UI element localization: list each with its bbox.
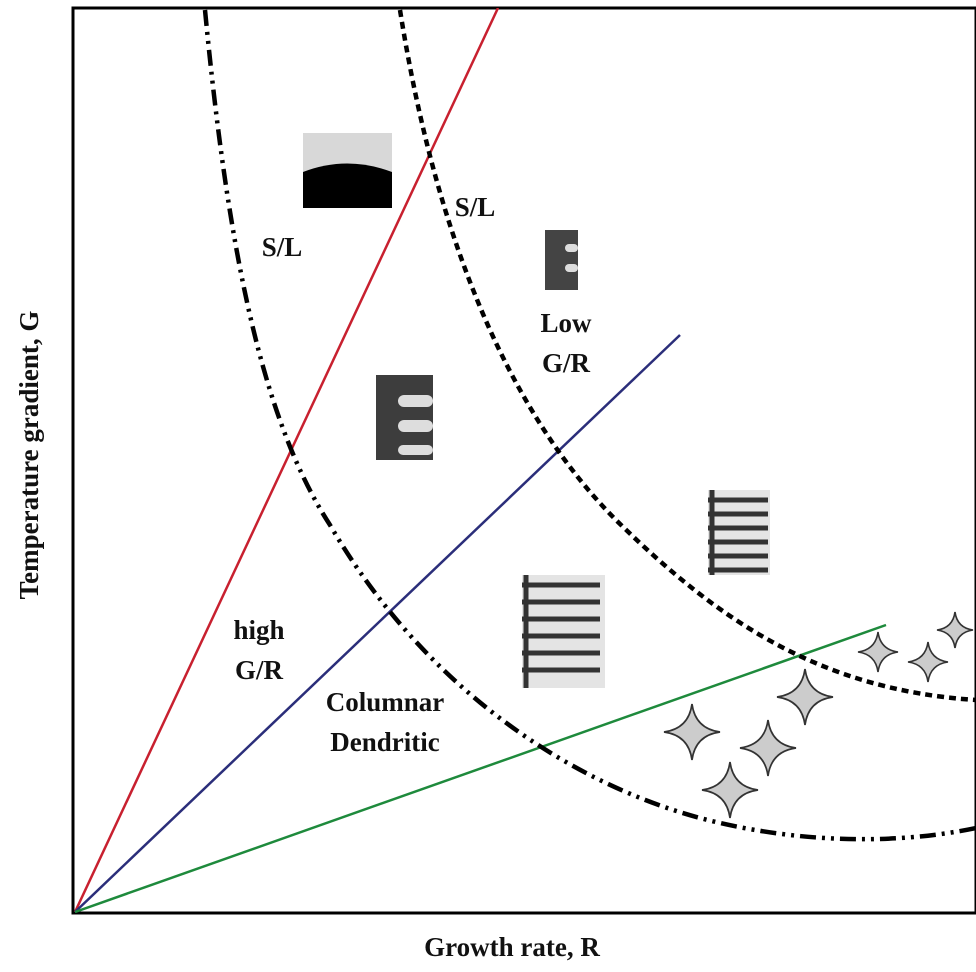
- diagram: S/L S/L Low G/R high G/R Columnar Dendri…: [0, 0, 976, 972]
- y-axis-label: Temperature gradient, G: [14, 311, 44, 600]
- equiaxed-icons: [664, 612, 973, 818]
- region-label: Low: [540, 308, 592, 338]
- region-label: G/R: [542, 348, 591, 378]
- planar-icon: [303, 133, 392, 208]
- x-axis-label: Growth rate, R: [424, 932, 600, 962]
- cellular-icon-small: [545, 230, 578, 290]
- region-label: G/R: [235, 655, 284, 685]
- dendrite-icon: [522, 575, 605, 688]
- dendrite-icon-small: [708, 490, 770, 575]
- cellular-icon: [376, 375, 433, 460]
- region-label: Dendritic: [330, 727, 439, 757]
- page: S/L S/L Low G/R high G/R Columnar Dendri…: [0, 0, 976, 972]
- region-label: high: [233, 615, 284, 645]
- high-gr-line: [75, 8, 498, 912]
- region-label: S/L: [455, 192, 496, 222]
- region-label: S/L: [262, 232, 303, 262]
- axes-frame: [73, 8, 976, 913]
- boundary-curve-dotted: [400, 10, 976, 700]
- low-gr-line: [75, 625, 886, 912]
- plot-area: [75, 8, 976, 912]
- region-label: Columnar: [326, 687, 445, 717]
